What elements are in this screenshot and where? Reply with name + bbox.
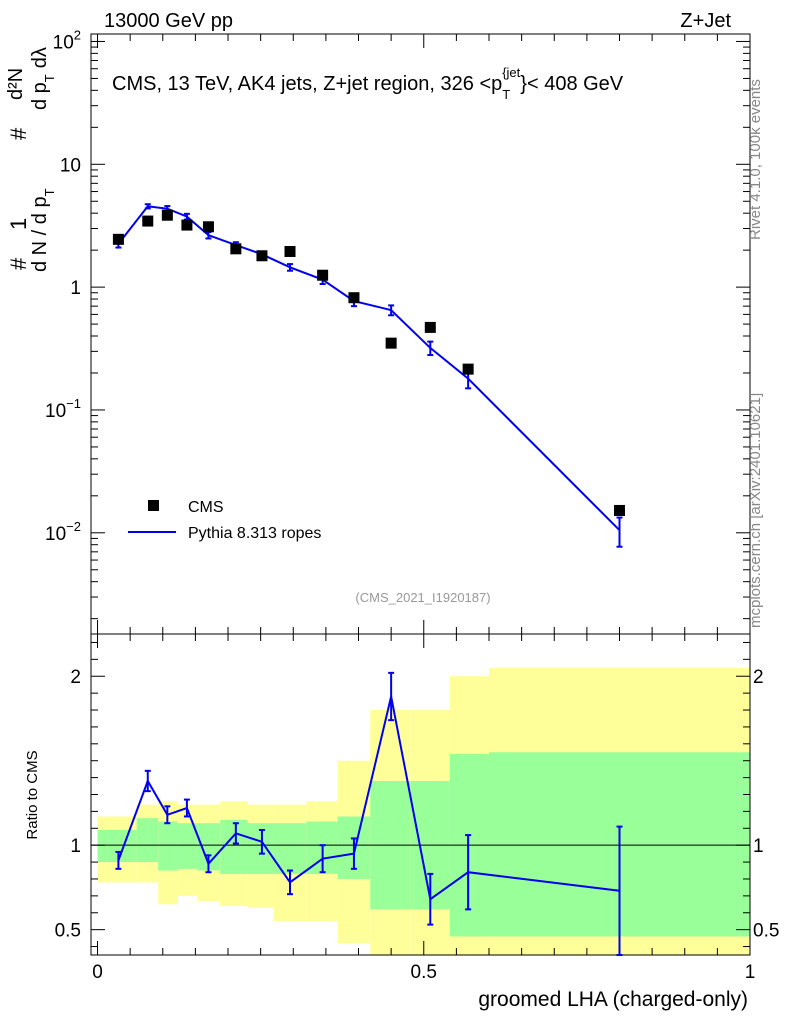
band-inner-0 xyxy=(97,829,137,863)
main-ytick-label-4: 102 xyxy=(53,27,81,53)
main-ytick-label-2: 1 xyxy=(70,278,81,299)
ylabel-den: d N / d p xyxy=(29,196,51,272)
main-ytick-label-1: 10−1 xyxy=(45,396,81,422)
main-plot-series xyxy=(112,203,626,548)
cms-point-1 xyxy=(142,215,154,227)
title-main: CMS, 13 TeV, AK4 jets, Z+jet region, 326… xyxy=(112,73,502,95)
ratio-ytick-label-0: 0.5 xyxy=(55,921,81,942)
header-right: Z+Jet xyxy=(680,10,731,32)
band-inner-1 xyxy=(136,818,159,863)
cms-point-9 xyxy=(348,292,360,304)
ylabel-mid-sub: T xyxy=(42,74,57,82)
cms-point-11 xyxy=(424,321,436,333)
main-plot-axes: 10−2 10−1 1 10 102 xyxy=(45,27,751,635)
ylabel-mid: d p xyxy=(29,82,51,110)
band-inner-2 xyxy=(158,821,178,871)
cms-point-5 xyxy=(230,243,242,255)
ylabel-one: 1 xyxy=(6,218,31,230)
cms-point-13 xyxy=(614,504,626,516)
rivet-version-label: Rivet 4.1.0, 100k events xyxy=(747,79,764,240)
ratio-line xyxy=(117,696,620,901)
ratio-xtick-label-2: 1 xyxy=(745,962,756,983)
ratio-xlabel: groomed LHA (charged-only) xyxy=(478,988,748,1011)
legend-marker-cms xyxy=(148,500,159,511)
ylabel-numerator: d pTdλ xyxy=(29,47,57,110)
cms-point-3 xyxy=(181,219,193,231)
main-title: CMS, 13 TeV, AK4 jets, Z+jet region, 326… xyxy=(112,65,624,102)
legend-label-pythia: Pythia 8.313 ropes xyxy=(188,525,321,542)
reference-label: (CMS_2021_I1920187) xyxy=(355,590,491,605)
title-sup: {jet xyxy=(502,65,520,80)
title-tail: }< 408 GeV xyxy=(520,73,624,95)
cms-point-10 xyxy=(385,337,397,349)
main-ytick-label-3: 10 xyxy=(60,155,81,176)
legend: CMS Pythia 8.313 ropes xyxy=(128,499,321,542)
main-frame xyxy=(90,33,751,635)
ylabel-hash-1: # xyxy=(6,257,31,270)
ratio-ytick-label-1: 1 xyxy=(70,836,81,857)
ylabel-tail: dλ xyxy=(29,47,51,68)
ratio-xtick-label-0: 0 xyxy=(92,962,103,983)
cms-point-7 xyxy=(284,245,296,257)
band-inner-4 xyxy=(197,823,221,871)
title-sub: T xyxy=(502,87,510,102)
ylabel-hash-2: # xyxy=(6,127,31,140)
header-left: 13000 GeV pp xyxy=(104,10,233,32)
cms-point-8 xyxy=(317,269,329,281)
band-inner-6 xyxy=(247,823,274,874)
ratio-ytick-label-right-1: 1 xyxy=(753,836,764,857)
ratio-xtick-label-1: 0.5 xyxy=(411,962,437,983)
legend-label-cms: CMS xyxy=(188,499,224,516)
ratio-ytick-label-right-0: 0.5 xyxy=(753,921,779,942)
cms-point-4 xyxy=(202,221,214,233)
cms-point-6 xyxy=(256,250,268,262)
source-label: mcplots.cern.ch [arXiv:2401.10621] xyxy=(747,392,764,628)
ratio-ytick-label-2: 2 xyxy=(70,667,81,688)
ylabel-denominator: d N / d pT xyxy=(29,188,57,272)
band-inner-3 xyxy=(177,823,198,869)
main-ylabel: # 1 d N / d pT # d pTdλ d²N xyxy=(5,47,57,272)
ratio-plot-series xyxy=(115,671,623,956)
ylabel-den-sub: T xyxy=(42,188,57,196)
main-ytick-label-0: 10−2 xyxy=(45,519,81,545)
ratio-uncertainty-bands xyxy=(97,667,750,955)
cms-point-2 xyxy=(161,209,173,221)
cms-point-12 xyxy=(462,363,474,375)
pythia-line xyxy=(117,205,621,531)
cms-point-0 xyxy=(112,233,124,245)
ratio-ytick-label-right-2: 2 xyxy=(753,667,764,688)
ratio-ylabel: Ratio to CMS xyxy=(24,750,41,839)
ylabel-top: d²N xyxy=(5,68,27,100)
